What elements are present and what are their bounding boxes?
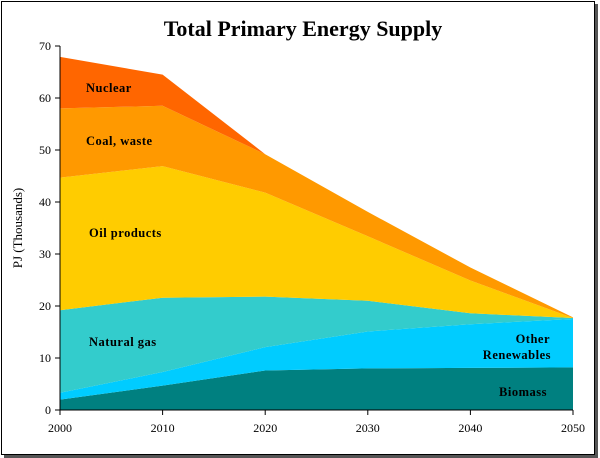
area-nuclear	[60, 56, 573, 318]
label-biomass: Biomass	[499, 385, 547, 399]
area-oil-products	[60, 166, 573, 318]
y-tick-label: 0	[45, 403, 51, 417]
x-tick-label: 2050	[561, 421, 585, 435]
label-nuclear: Nuclear	[86, 81, 132, 95]
label-other-renewables-line2: Renewables	[483, 348, 551, 362]
y-axis-label: PJ (Thousands)	[10, 188, 25, 269]
x-tick-label: 2010	[151, 421, 175, 435]
x-tick-label: 2040	[458, 421, 482, 435]
y-tick-label: 10	[39, 351, 51, 365]
y-ticks: 0 10 20 30 40 50 60 70	[39, 39, 60, 417]
axes	[59, 46, 573, 411]
area-other-renewables	[60, 319, 573, 400]
x-tick-label: 2020	[253, 421, 277, 435]
label-natural-gas: Natural gas	[89, 335, 157, 349]
area-biomass	[60, 367, 573, 410]
label-other-renewables-line1: Other	[516, 332, 550, 346]
chart-title: Total Primary Energy Supply	[164, 16, 443, 41]
y-tick-label: 30	[39, 247, 51, 261]
y-tick-label: 70	[39, 39, 51, 53]
x-tick-label: 2000	[48, 421, 72, 435]
area-layers	[60, 56, 573, 410]
label-coal-waste: Coal, waste	[86, 134, 153, 148]
label-oil-products: Oil products	[89, 226, 162, 240]
y-tick-label: 50	[39, 143, 51, 157]
area-natural-gas	[60, 296, 573, 393]
area-coal-waste	[60, 105, 573, 318]
y-tick-label: 60	[39, 91, 51, 105]
y-tick-label: 20	[39, 299, 51, 313]
x-tick-label: 2030	[356, 421, 380, 435]
x-ticks: 2000 2010 2020 2030 2040 2050	[48, 410, 585, 435]
y-tick-label: 40	[39, 195, 51, 209]
